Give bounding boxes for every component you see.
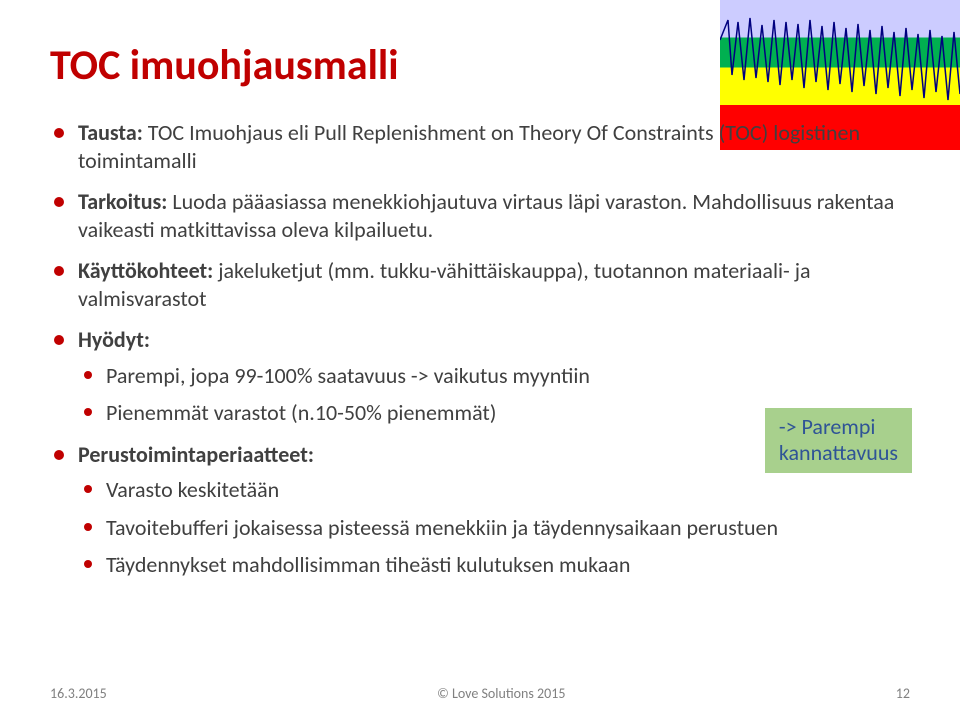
tarkoitus-text: Luoda pääasiassa menekkiohjautuva virtau… xyxy=(78,188,894,243)
tausta-label: Tausta: xyxy=(78,119,143,146)
bullet-tausta: Tausta: TOC Imuohjaus eli Pull Replenish… xyxy=(50,119,910,174)
main-bullet-list: Tausta: TOC Imuohjaus eli Pull Replenish… xyxy=(50,119,910,579)
tausta-text: TOC Imuohjaus eli Pull Replenishment on … xyxy=(78,119,860,174)
footer-copyright: © Love Solutions 2015 xyxy=(437,685,565,702)
hyodyt-label: Hyödyt: xyxy=(78,326,150,353)
callout-line1: -> Parempi xyxy=(779,414,898,440)
footer-page: 12 xyxy=(896,685,910,702)
tarkoitus-label: Tarkoitus: xyxy=(78,188,167,215)
perus-item-1: Varasto keskitetään xyxy=(78,476,910,504)
page-title: TOC imuohjausmalli xyxy=(50,40,910,91)
slide-content: TOC imuohjausmalli Tausta: TOC Imuohjaus… xyxy=(0,0,960,720)
footer-date: 16.3.2015 xyxy=(50,685,107,702)
kaytto-label: Käyttökohteet: xyxy=(78,257,213,284)
callout-line2: kannattavuus xyxy=(779,440,898,466)
footer: 16.3.2015 © Love Solutions 2015 12 xyxy=(50,685,910,702)
bullet-tarkoitus: Tarkoitus: Luoda pääasiassa menekkiohjau… xyxy=(50,188,910,243)
perus-item-2: Tavoitebufferi jokaisessa pisteessä mene… xyxy=(78,514,910,542)
callout-box: -> Parempi kannattavuus xyxy=(765,408,912,473)
perus-sublist: Varasto keskitetään Tavoitebufferi jokai… xyxy=(78,476,910,579)
bullet-kayttokohteet: Käyttökohteet: jakeluketjut (mm. tukku-v… xyxy=(50,257,910,312)
perus-item-3: Täydennykset mahdollisimman tiheästi kul… xyxy=(78,551,910,579)
hyodyt-item-1: Parempi, jopa 99-100% saatavuus -> vaiku… xyxy=(78,362,910,390)
perus-label: Perustoimintaperiaatteet: xyxy=(78,441,314,468)
